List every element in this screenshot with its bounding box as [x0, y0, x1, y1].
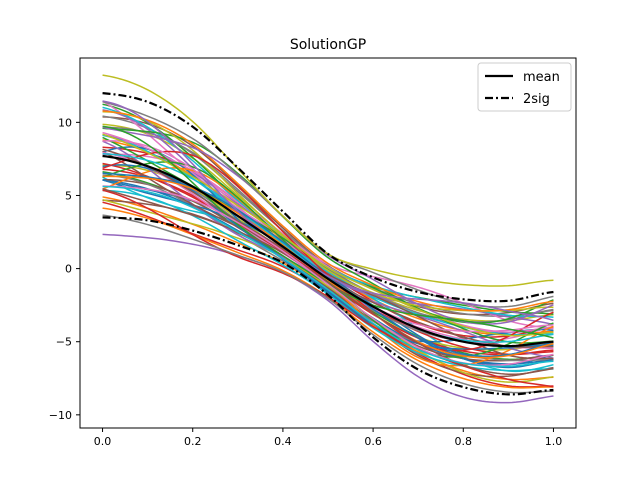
- sample-curve: [102, 100, 554, 322]
- y-tick-label: 10: [58, 116, 72, 129]
- y-axis: −10 −5 0 5 10: [49, 116, 80, 422]
- x-tick-label: 0.6: [364, 435, 382, 448]
- y-tick-label: 0: [65, 263, 72, 276]
- statistics-curves: [102, 92, 554, 396]
- x-tick-label: 0.8: [455, 435, 473, 448]
- sample-curve: [102, 233, 554, 404]
- sample-curve: [102, 175, 554, 359]
- sample-curve: [102, 164, 554, 350]
- sample-curve: [102, 185, 554, 368]
- sample-curve: [102, 214, 554, 394]
- y-tick-label: −5: [56, 336, 72, 349]
- x-axis: 0.0 0.2 0.4 0.6 0.8 1.0: [94, 428, 562, 448]
- y-tick-label: −10: [49, 409, 72, 422]
- sample-curve: [102, 150, 554, 352]
- legend-2sig-label: 2sig: [523, 92, 550, 107]
- sample-curve: [102, 188, 554, 376]
- sample-curve: [102, 178, 554, 362]
- upper-2sig-curve: [102, 92, 554, 303]
- legend: mean 2sig: [477, 62, 572, 112]
- sample-curve: [102, 161, 554, 358]
- sample-curve: [102, 198, 554, 383]
- legend-mean-label: mean: [523, 70, 560, 85]
- y-tick-label: 5: [65, 189, 72, 202]
- x-tick-label: 0.0: [94, 435, 112, 448]
- plot-frame: [79, 57, 577, 429]
- sample-curve: [102, 110, 554, 312]
- mean-curve: [102, 154, 554, 348]
- x-tick-label: 0.2: [184, 435, 202, 448]
- x-tick-label: 1.0: [545, 435, 563, 448]
- chart-title: SolutionGP: [290, 37, 366, 53]
- lower-2sig-curve: [102, 216, 554, 396]
- x-tick-label: 0.4: [274, 435, 292, 448]
